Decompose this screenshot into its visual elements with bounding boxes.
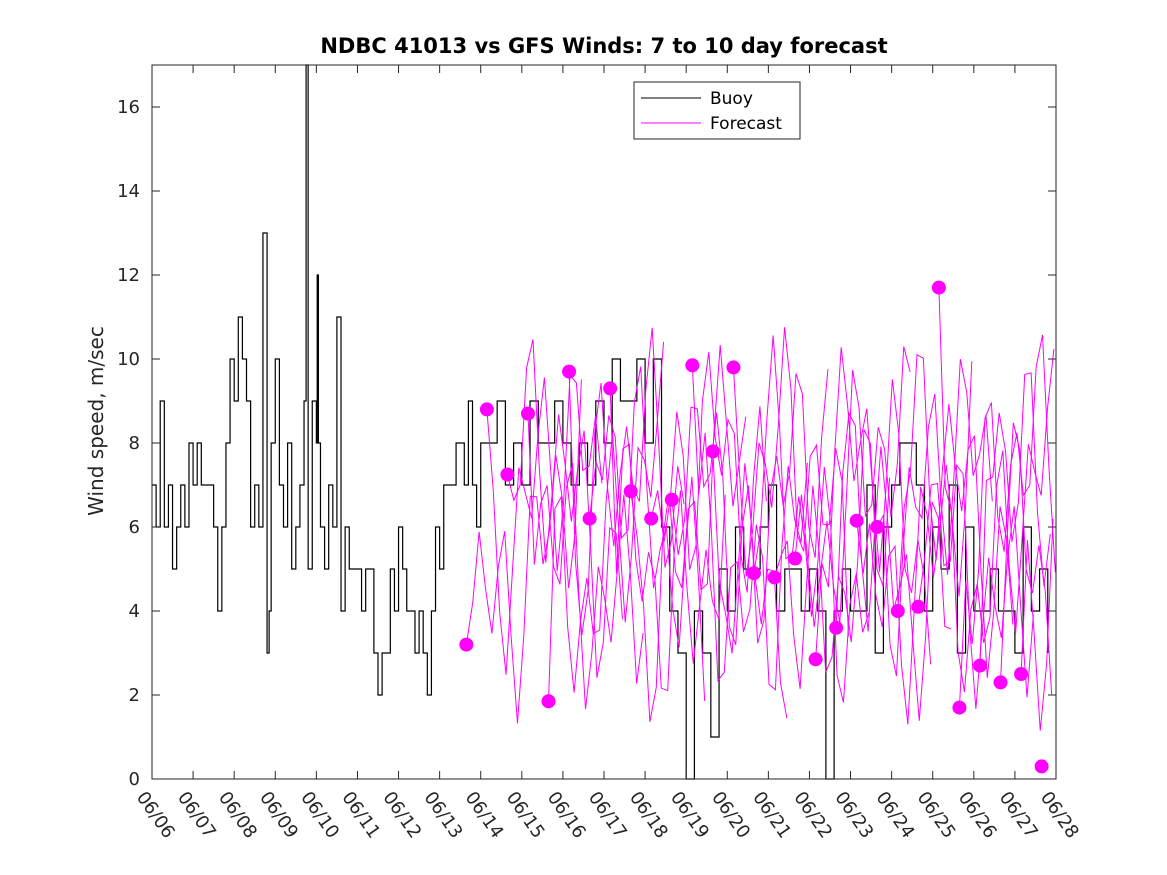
forecast-point bbox=[1014, 667, 1029, 681]
forecast-line bbox=[917, 463, 1034, 709]
x-tick-label: 06/08 bbox=[214, 788, 261, 843]
x-tick-label: 06/20 bbox=[707, 788, 754, 843]
forecast-point bbox=[788, 551, 803, 566]
legend: Buoy Forecast bbox=[633, 81, 801, 140]
x-tick-label: 06/24 bbox=[872, 788, 919, 843]
x-tick-label: 06/12 bbox=[378, 788, 425, 843]
forecast-point bbox=[562, 364, 577, 379]
forecast-line bbox=[753, 335, 870, 703]
forecast-line bbox=[979, 372, 1051, 666]
forecast-point bbox=[664, 492, 679, 507]
x-tick-label: 06/21 bbox=[748, 788, 795, 843]
x-tick-label: 06/26 bbox=[954, 788, 1001, 843]
forecast-line bbox=[958, 334, 1056, 708]
forecast-point bbox=[500, 467, 515, 482]
forecast-line bbox=[897, 354, 1014, 678]
forecast-point bbox=[849, 513, 864, 528]
forecast-point bbox=[459, 637, 474, 652]
forecast-point bbox=[603, 381, 618, 396]
forecast-point bbox=[479, 402, 494, 417]
forecast-point bbox=[767, 570, 782, 585]
y-axis: 0 2 4 6 8 10 12 14 16 bbox=[117, 97, 1056, 790]
forecast-line bbox=[568, 327, 685, 636]
x-tick-label: 06/16 bbox=[543, 788, 590, 843]
x-tick-label: 06/13 bbox=[420, 788, 467, 843]
forecast-point bbox=[993, 675, 1008, 690]
forecast-point bbox=[726, 360, 741, 375]
x-tick-label: 06/11 bbox=[337, 788, 384, 843]
forecast-line bbox=[794, 346, 911, 627]
forecast-point bbox=[931, 280, 946, 295]
x-tick-label: 06/18 bbox=[625, 788, 672, 843]
y-tick-label: 16 bbox=[117, 97, 140, 118]
forecast-point bbox=[705, 444, 720, 459]
forecast-point bbox=[520, 406, 535, 421]
x-tick-label: 06/22 bbox=[789, 788, 836, 843]
forecast-line bbox=[712, 369, 829, 654]
forecast-point bbox=[644, 511, 659, 526]
chart-title: NDBC 41013 vs GFS Winds: 7 to 10 day for… bbox=[320, 34, 887, 58]
forecast-point bbox=[829, 620, 844, 635]
legend-box bbox=[633, 81, 801, 140]
x-tick-label: 06/10 bbox=[296, 788, 343, 843]
forecast-point bbox=[685, 358, 700, 373]
forecast-line bbox=[527, 413, 644, 710]
forecast-line bbox=[465, 379, 582, 724]
legend-forecast-label: Forecast bbox=[710, 114, 782, 134]
y-axis-label: Wind speed, m/sec bbox=[84, 326, 108, 516]
forecast-point bbox=[1034, 759, 1049, 774]
forecast-line bbox=[1020, 518, 1054, 731]
y-tick-label: 12 bbox=[117, 265, 140, 286]
forecast-points bbox=[459, 280, 1049, 774]
y-tick-label: 14 bbox=[117, 181, 140, 202]
x-tick-label: 06/19 bbox=[666, 788, 713, 843]
forecast-point bbox=[623, 484, 638, 499]
x-tick-label: 06/07 bbox=[173, 788, 220, 843]
forecast-line bbox=[774, 429, 891, 689]
x-tick-label: 06/25 bbox=[913, 788, 960, 843]
x-tick-label: 06/15 bbox=[502, 788, 549, 843]
forecast-line bbox=[609, 388, 726, 692]
forecast-point bbox=[890, 604, 905, 618]
forecast-series bbox=[465, 287, 1056, 731]
forecast-point bbox=[541, 694, 556, 709]
forecast-line bbox=[671, 406, 788, 719]
x-tick-label: 06/14 bbox=[461, 788, 508, 843]
forecast-line bbox=[486, 373, 603, 675]
forecast-line bbox=[732, 327, 849, 637]
y-tick-label: 8 bbox=[129, 433, 140, 454]
forecast-point bbox=[870, 520, 885, 534]
y-tick-label: 10 bbox=[117, 349, 140, 370]
x-tick-label: 06/23 bbox=[830, 788, 877, 843]
forecast-point bbox=[582, 511, 597, 526]
forecast-line bbox=[876, 359, 993, 677]
forecast-point bbox=[972, 658, 987, 673]
forecast-line bbox=[548, 341, 665, 702]
forecast-line bbox=[630, 345, 747, 722]
forecast-point bbox=[808, 652, 823, 667]
forecast-point bbox=[952, 700, 967, 715]
forecast-line bbox=[506, 339, 623, 678]
x-tick-label: 06/17 bbox=[584, 788, 631, 843]
forecast-point bbox=[911, 599, 926, 614]
legend-buoy-label: Buoy bbox=[710, 89, 753, 109]
y-tick-label: 4 bbox=[129, 601, 140, 622]
forecast-point bbox=[746, 566, 761, 581]
forecast-line bbox=[691, 365, 808, 691]
x-tick-label: 06/27 bbox=[995, 788, 1042, 843]
x-tick-label: 06/09 bbox=[255, 788, 302, 843]
y-tick-label: 0 bbox=[129, 769, 140, 790]
y-tick-label: 2 bbox=[129, 685, 140, 706]
forecast-line bbox=[815, 347, 932, 665]
y-tick-label: 6 bbox=[129, 517, 140, 538]
x-tick-label: 06/28 bbox=[1036, 788, 1083, 843]
x-tick-label: 06/06 bbox=[132, 788, 179, 843]
